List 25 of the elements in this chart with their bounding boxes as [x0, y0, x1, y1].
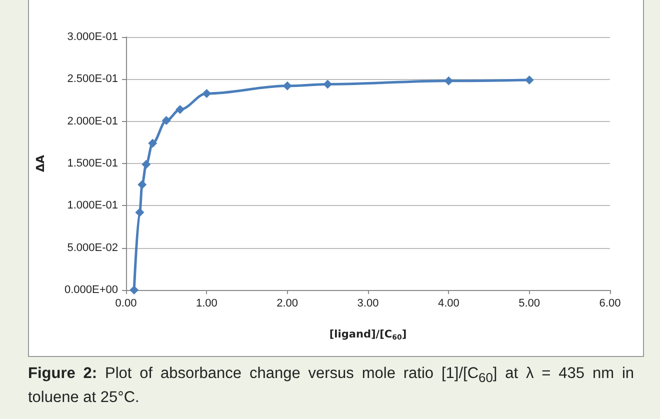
- y-tick-label: 0.000E+00: [64, 284, 118, 296]
- point: [282, 81, 292, 90]
- x-tick-label: 6.00: [599, 298, 621, 310]
- point: [148, 138, 158, 148]
- x-tick-label: 3.00: [357, 298, 379, 310]
- y-axis-title: ΔA: [34, 154, 47, 172]
- y-tick-label: 3.000E-01: [67, 31, 118, 43]
- point: [524, 76, 534, 85]
- point: [176, 105, 185, 114]
- x-tick-label: 0.00: [115, 298, 137, 310]
- point: [138, 180, 147, 190]
- text: Figure 2: Plot of absorbance change versus mole ratio [1]/[C$_{60}$] at λ = 435 nm in toluene at 25°C.: [28, 365, 634, 406]
- y-tick-label: 1.500E-01: [67, 158, 118, 170]
- x-tick-label: 5.00: [518, 298, 540, 310]
- point: [142, 160, 151, 169]
- x-tick-label: 2.00: [276, 298, 298, 310]
- point: [135, 208, 144, 217]
- point: [130, 286, 139, 294]
- x-tick-label: 4.00: [438, 298, 460, 310]
- y-tick-label: 2.000E-01: [67, 115, 118, 128]
- x-tick-label: 1.00: [196, 298, 218, 310]
- y-tick-label: 1.000E-01: [67, 200, 118, 212]
- point: [162, 116, 171, 125]
- y-tick-label: 5.000E-02: [67, 242, 118, 254]
- y-tick-label: 2.500E-01: [67, 73, 118, 86]
